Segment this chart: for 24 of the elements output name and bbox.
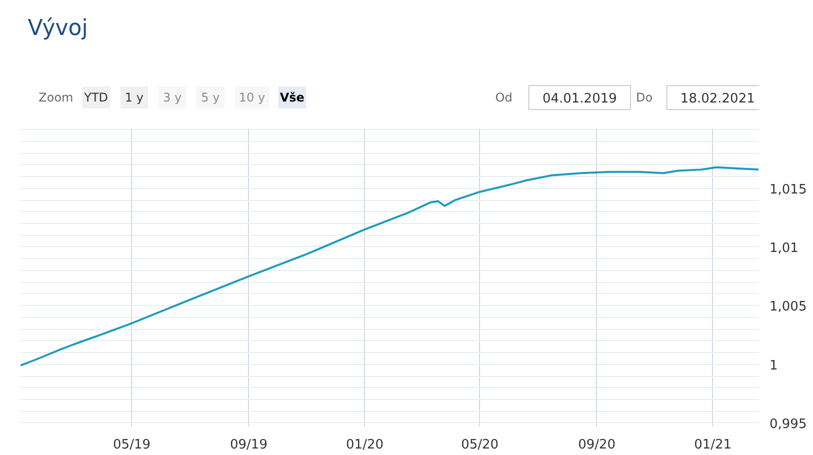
text: Zoom: [38, 90, 74, 104]
text: YTD: [83, 90, 108, 104]
line-series: [20, 166, 758, 366]
x-tick-label: 05/20: [461, 438, 499, 452]
y-tick-label: 1,01: [770, 240, 798, 256]
text: 5 y: [201, 90, 220, 104]
y-tick-label: 1,015: [770, 182, 807, 198]
x-tick-label: 01/20: [346, 438, 384, 452]
x-tick-label: 09/20: [578, 438, 616, 452]
y-tick-label: 0,995: [770, 416, 807, 432]
y-tick-label: 1,005: [770, 300, 807, 315]
x-tick-label: 09/19: [230, 438, 268, 452]
text: 1 y: [124, 90, 144, 104]
x-tick-label: 05/19: [113, 438, 151, 452]
text: Od: [495, 90, 512, 104]
text: 18.02.2021: [680, 92, 755, 106]
text: Vše: [280, 90, 304, 104]
text: 04.01.2019: [542, 92, 617, 106]
text: 3 y: [163, 90, 182, 104]
chart-title: Vývoj: [28, 16, 88, 41]
x-tick-label: 01/21: [694, 438, 732, 452]
text: 10 y: [238, 90, 266, 104]
y-tick-label: 1: [770, 358, 778, 374]
text: Do: [636, 90, 653, 104]
